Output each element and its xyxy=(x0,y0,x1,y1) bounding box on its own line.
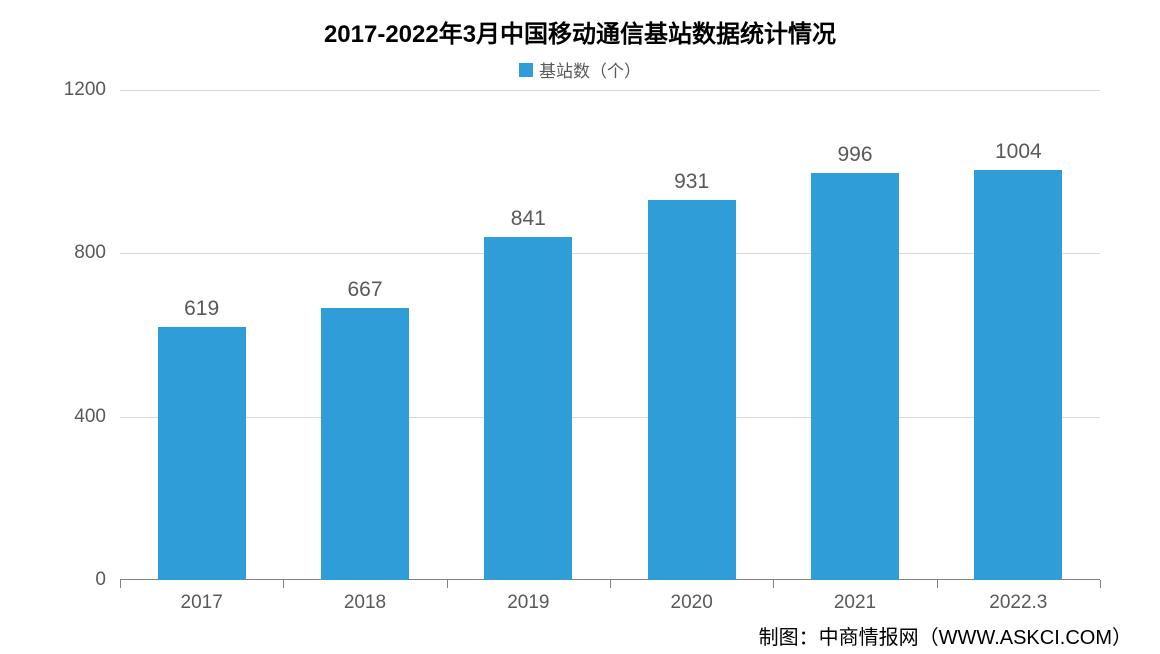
y-tick-label: 0 xyxy=(95,569,106,591)
grid-line xyxy=(120,90,1100,91)
x-tick-label: 2017 xyxy=(181,592,223,614)
x-tick xyxy=(1100,580,1101,588)
bar xyxy=(158,327,246,580)
x-axis: 201720182019202020212022.3 xyxy=(120,579,1100,580)
bar-value-label: 996 xyxy=(837,143,872,167)
grid-line xyxy=(120,253,1100,254)
x-tick-label: 2019 xyxy=(507,592,549,614)
legend-label: 基站数（个） xyxy=(539,62,641,81)
x-tick-label: 2020 xyxy=(671,592,713,614)
x-tick xyxy=(120,580,121,588)
chart-title: 2017-2022年3月中国移动通信基站数据统计情况 xyxy=(20,14,1140,49)
bar-value-label: 931 xyxy=(674,170,709,194)
x-tick xyxy=(610,580,611,588)
bar xyxy=(321,308,409,580)
x-tick xyxy=(447,580,448,588)
bar-value-label: 619 xyxy=(184,297,219,321)
legend-swatch xyxy=(519,63,533,77)
x-tick xyxy=(773,580,774,588)
x-tick-label: 2021 xyxy=(834,592,876,614)
bar xyxy=(648,200,736,580)
x-tick-label: 2018 xyxy=(344,592,386,614)
bar-value-label: 667 xyxy=(347,278,382,302)
y-tick-label: 400 xyxy=(74,406,106,428)
plot-area: 201720182019202020212022.3 0400800120061… xyxy=(120,90,1100,580)
chart-legend: 基站数（个） xyxy=(20,57,1140,82)
bar xyxy=(811,173,899,580)
bar xyxy=(484,237,572,580)
x-tick-label: 2022.3 xyxy=(989,592,1047,614)
x-tick xyxy=(937,580,938,588)
y-tick-label: 1200 xyxy=(64,79,106,101)
y-tick-label: 800 xyxy=(74,242,106,264)
grid-line xyxy=(120,417,1100,418)
x-tick xyxy=(283,580,284,588)
bar xyxy=(974,170,1062,580)
bar-value-label: 1004 xyxy=(995,140,1042,164)
bar-value-label: 841 xyxy=(511,207,546,231)
chart-container: 2017-2022年3月中国移动通信基站数据统计情况 基站数（个） 201720… xyxy=(0,0,1160,654)
attribution-text: 制图：中商情报网（WWW.ASKCI.COM） xyxy=(759,621,1132,650)
